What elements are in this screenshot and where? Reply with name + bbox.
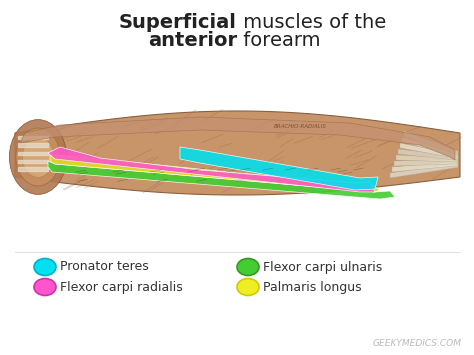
Polygon shape xyxy=(394,160,458,166)
Text: Superficial: Superficial xyxy=(119,13,237,33)
Polygon shape xyxy=(15,111,460,195)
Polygon shape xyxy=(48,161,395,199)
Polygon shape xyxy=(20,117,455,160)
Ellipse shape xyxy=(237,279,259,295)
Text: BRACHIO-RADIALIS: BRACHIO-RADIALIS xyxy=(273,125,327,130)
Text: Palmaris longus: Palmaris longus xyxy=(263,280,362,294)
Ellipse shape xyxy=(9,120,67,195)
Polygon shape xyxy=(48,147,375,192)
Ellipse shape xyxy=(16,128,60,186)
Ellipse shape xyxy=(237,258,259,275)
Text: Flexor carpi ulnaris: Flexor carpi ulnaris xyxy=(263,261,382,273)
Text: muscles of the: muscles of the xyxy=(237,13,386,33)
Text: Flexor carpi radialis: Flexor carpi radialis xyxy=(60,280,183,294)
Polygon shape xyxy=(180,147,378,190)
Polygon shape xyxy=(400,143,458,158)
Polygon shape xyxy=(404,131,458,155)
Polygon shape xyxy=(398,149,458,160)
Polygon shape xyxy=(396,155,458,162)
Text: anterior: anterior xyxy=(148,31,237,49)
Polygon shape xyxy=(390,163,458,178)
Ellipse shape xyxy=(34,279,56,295)
Text: GEEKYMEDICS.COM: GEEKYMEDICS.COM xyxy=(373,339,462,348)
Text: Pronator teres: Pronator teres xyxy=(60,261,149,273)
Ellipse shape xyxy=(22,137,54,178)
Polygon shape xyxy=(392,162,458,172)
Polygon shape xyxy=(402,137,458,157)
Polygon shape xyxy=(50,155,380,192)
Ellipse shape xyxy=(34,258,56,275)
Text: forearm: forearm xyxy=(237,31,320,49)
